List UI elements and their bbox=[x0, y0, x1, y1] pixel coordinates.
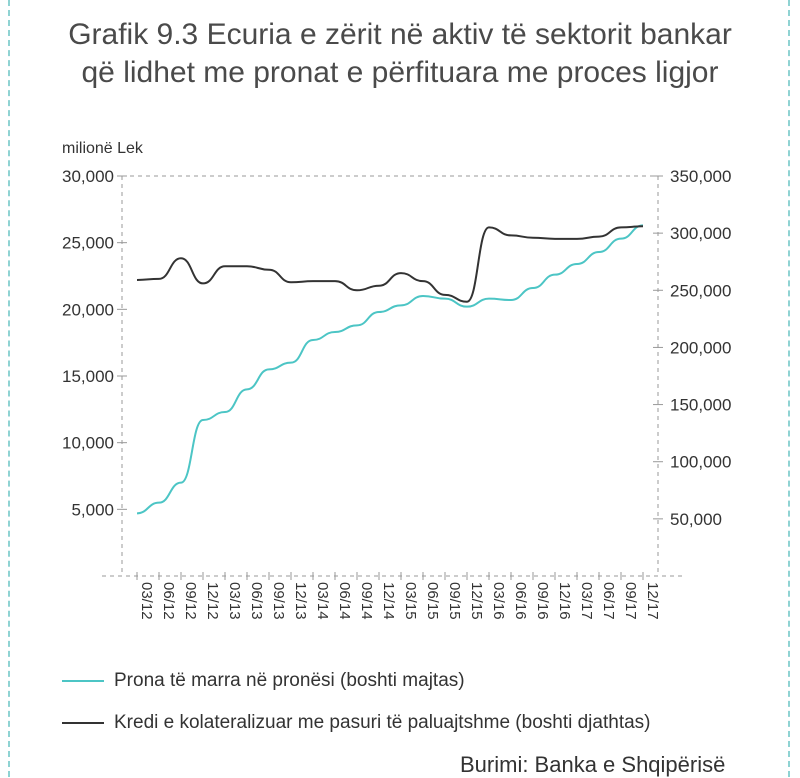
right-axis-tick-label: 350,000 bbox=[670, 167, 731, 186]
x-axis-tick-label: 12/12 bbox=[204, 582, 221, 620]
legend-swatch-series-2 bbox=[62, 722, 104, 724]
right-axis-tick-label: 150,000 bbox=[670, 396, 731, 415]
chart-title-line-1: Grafik 9.3 Ecuria e zërit në aktiv të se… bbox=[68, 18, 732, 51]
legend: Prona të marra në pronësi (boshti majtas… bbox=[62, 660, 782, 744]
right-axis-tick-label: 250,000 bbox=[670, 281, 731, 300]
legend-label-series-2: Kredi e kolateralizuar me pasuri të palu… bbox=[114, 712, 651, 733]
axes bbox=[102, 175, 686, 580]
series-lines bbox=[136, 224, 644, 515]
legend-swatch-series-1 bbox=[62, 680, 104, 682]
x-axis-tick-label: 09/17 bbox=[622, 582, 639, 620]
chart-title-line-2: që lidhet me pronat e përfituara me proc… bbox=[81, 56, 719, 89]
series-line-1 bbox=[136, 224, 644, 515]
left-axis-tick-label: 20,000 bbox=[62, 300, 114, 319]
legend-label-series-1: Prona të marra në pronësi (boshti majtas… bbox=[114, 670, 465, 691]
right-axis-tick-label: 200,000 bbox=[670, 338, 731, 357]
left-axis-tick-label: 10,000 bbox=[62, 434, 114, 453]
x-axis-tick-label: 06/16 bbox=[512, 582, 529, 620]
x-axis-tick-label: 12/16 bbox=[556, 582, 573, 620]
right-axis-tick-label: 300,000 bbox=[670, 224, 731, 243]
series-line-2 bbox=[136, 225, 644, 303]
x-axis-tick-label: 03/16 bbox=[490, 582, 507, 620]
right-axis-tick-label: 100,000 bbox=[670, 453, 731, 472]
x-axis-tick-label: 09/13 bbox=[270, 582, 287, 620]
x-axis-tick-label: 06/13 bbox=[248, 582, 265, 620]
x-axis-tick-label: 09/12 bbox=[182, 582, 199, 620]
x-axis-tick-label: 06/17 bbox=[600, 582, 617, 620]
chart-title: Grafik 9.3 Ecuria e zërit në aktiv të se… bbox=[20, 16, 780, 92]
right-axis-tick-label: 50,000 bbox=[670, 510, 722, 529]
x-axis-tick-label: 06/14 bbox=[336, 582, 353, 620]
legend-item-series-2: Kredi e kolateralizuar me pasuri të palu… bbox=[62, 702, 782, 744]
line-chart: 5,000 10,000 15,000 20,000 25,000 30,000 50,00… bbox=[62, 167, 731, 620]
x-axis-tick-label: 06/12 bbox=[160, 582, 177, 620]
x-axis-tick-label: 03/15 bbox=[402, 582, 419, 620]
legend-item-series-1: Prona të marra në pronësi (boshti majtas… bbox=[62, 660, 782, 702]
left-axis-tick-label: 15,000 bbox=[62, 367, 114, 386]
x-axis-tick-label: 03/17 bbox=[578, 582, 595, 620]
x-axis-tick-label: 09/14 bbox=[358, 582, 375, 620]
left-axis-tick-label: 30,000 bbox=[62, 167, 114, 186]
x-axis-tick-label: 12/15 bbox=[468, 582, 485, 620]
x-axis-tick-label: 12/14 bbox=[380, 582, 397, 620]
left-axis-unit-label: milionë Lek bbox=[62, 140, 143, 157]
tick-labels: 5,000 10,000 15,000 20,000 25,000 30,000 50,00… bbox=[62, 167, 731, 620]
left-axis-tick-label: 5,000 bbox=[71, 500, 114, 519]
left-axis-tick-label: 25,000 bbox=[62, 234, 114, 253]
x-axis-tick-label: 12/17 bbox=[644, 582, 661, 620]
x-axis-tick-label: 09/16 bbox=[534, 582, 551, 620]
left-border bbox=[8, 0, 10, 777]
x-axis-tick-label: 06/15 bbox=[424, 582, 441, 620]
x-axis-tick-label: 03/13 bbox=[226, 582, 243, 620]
x-axis-tick-label: 12/13 bbox=[292, 582, 309, 620]
right-border bbox=[788, 0, 790, 777]
x-axis-tick-label: 09/15 bbox=[446, 582, 463, 620]
x-axis-tick-label: 03/12 bbox=[138, 582, 155, 620]
x-axis-tick-label: 03/14 bbox=[314, 582, 331, 620]
source-note: Burimi: Banka e Shqipërisë bbox=[460, 752, 726, 777]
